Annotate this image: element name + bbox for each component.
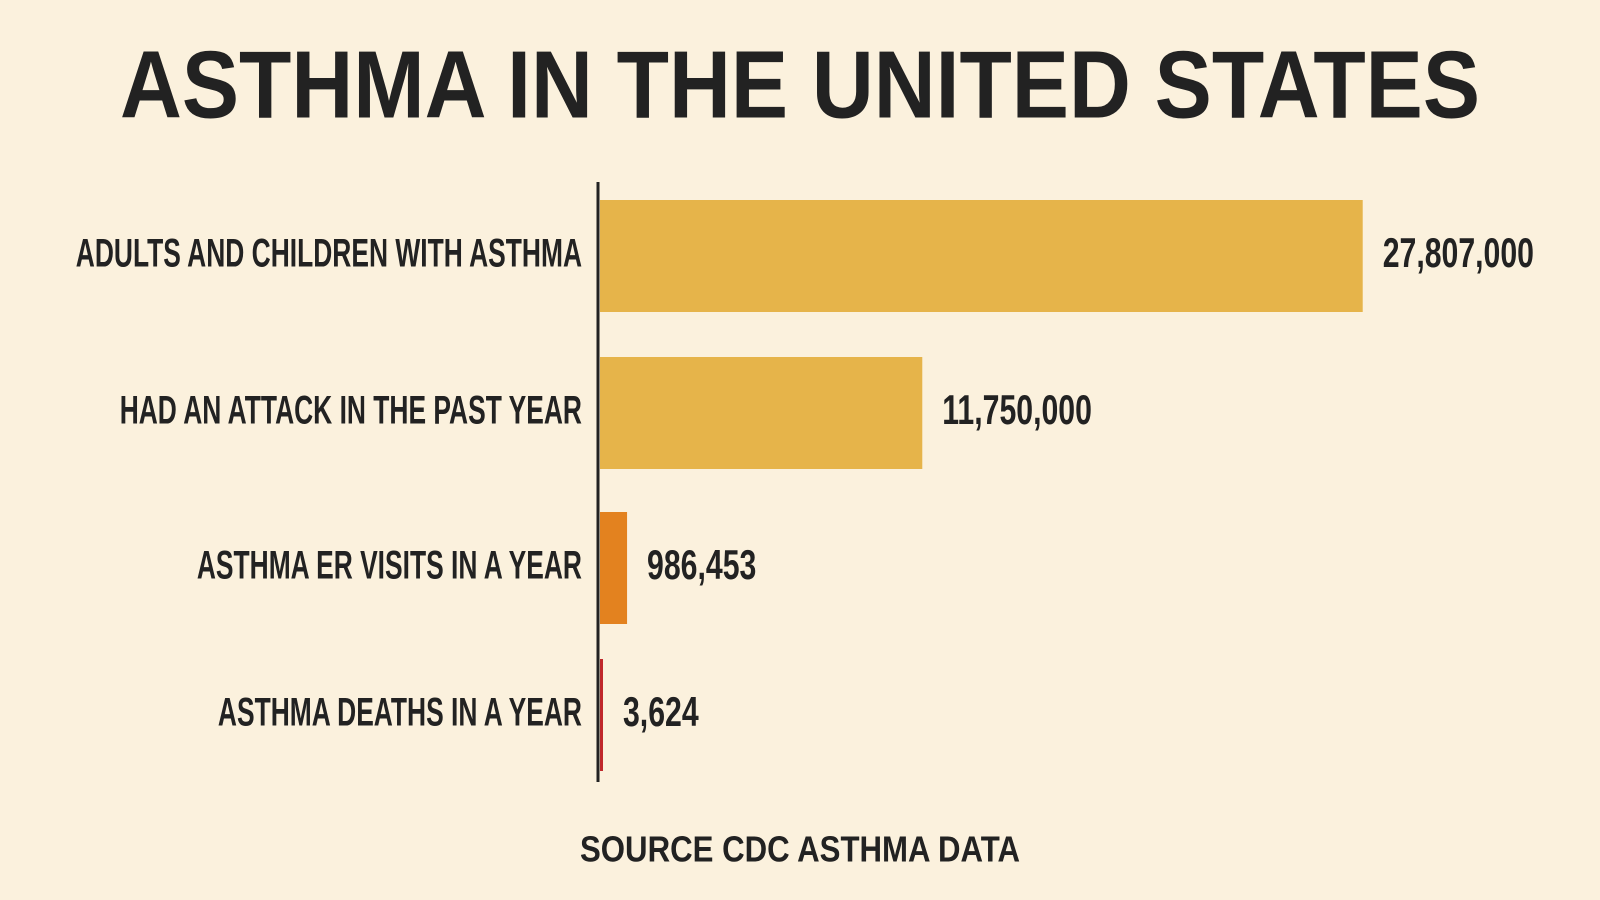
category-label: ASTHMA ER VISITS IN A YEAR: [197, 543, 582, 588]
category-label: ASTHMA DEATHS IN A YEAR: [218, 690, 582, 735]
category-label: HAD AN ATTACK IN THE PAST YEAR: [120, 388, 582, 433]
bar: [600, 659, 603, 771]
value-label: 986,453: [647, 541, 756, 588]
category-label: ADULTS AND CHILDREN WITH ASTHMA: [76, 231, 582, 276]
bar: [600, 512, 628, 624]
chart-title: ASTHMA IN THE UNITED STATES: [120, 31, 1480, 138]
bar: [600, 200, 1363, 312]
value-label: 3,624: [623, 688, 699, 735]
value-label: 27,807,000: [1383, 229, 1534, 276]
source-note: SOURCE CDC ASTHMA DATA: [580, 829, 1020, 870]
value-label: 11,750,000: [942, 386, 1092, 433]
bar: [600, 357, 923, 469]
